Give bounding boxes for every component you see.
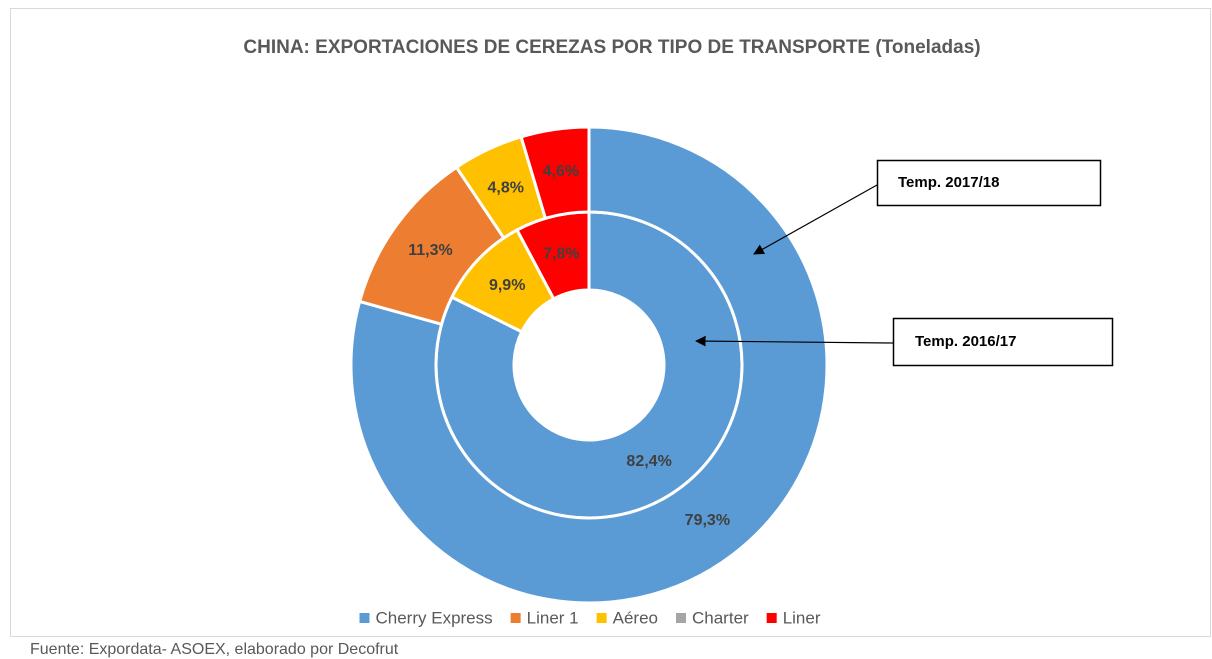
legend-swatch — [510, 613, 521, 623]
data-label: 79,3% — [685, 512, 730, 529]
data-label: 82,4% — [626, 453, 671, 470]
legend-label: Cherry Express — [376, 608, 493, 627]
annotation: Temp. 2017/18 — [898, 174, 999, 191]
data-label: 4,6% — [543, 163, 579, 180]
legend-label: Charter — [692, 608, 749, 627]
annotation-box — [876, 159, 1102, 207]
data-label: 11,3% — [408, 242, 452, 259]
legend-label: Liner — [783, 608, 821, 627]
arrow — [694, 335, 894, 347]
annotation-box — [892, 317, 1114, 367]
arrow — [753, 184, 878, 255]
data-label: 4,8% — [488, 179, 524, 196]
chart-title: CHINA: EXPORTACIONES DE CEREZAS POR TIPO… — [243, 37, 980, 58]
annotation: Temp. 2016/17 — [915, 333, 1016, 350]
legend-swatch — [766, 613, 777, 623]
legend-swatch — [359, 613, 370, 623]
legend-label: Aéreo — [613, 608, 658, 627]
legend-label: Liner 1 — [527, 608, 579, 627]
legend-swatch — [676, 613, 686, 623]
data-label: 7,8% — [543, 246, 579, 263]
legend-swatch — [596, 613, 607, 623]
donut-slice — [519, 125, 591, 221]
donut-slice — [349, 125, 829, 605]
data-label: 9,9% — [489, 277, 525, 294]
source-note: Fuente: Expordata- ASOEX, elaborado por … — [30, 641, 399, 658]
